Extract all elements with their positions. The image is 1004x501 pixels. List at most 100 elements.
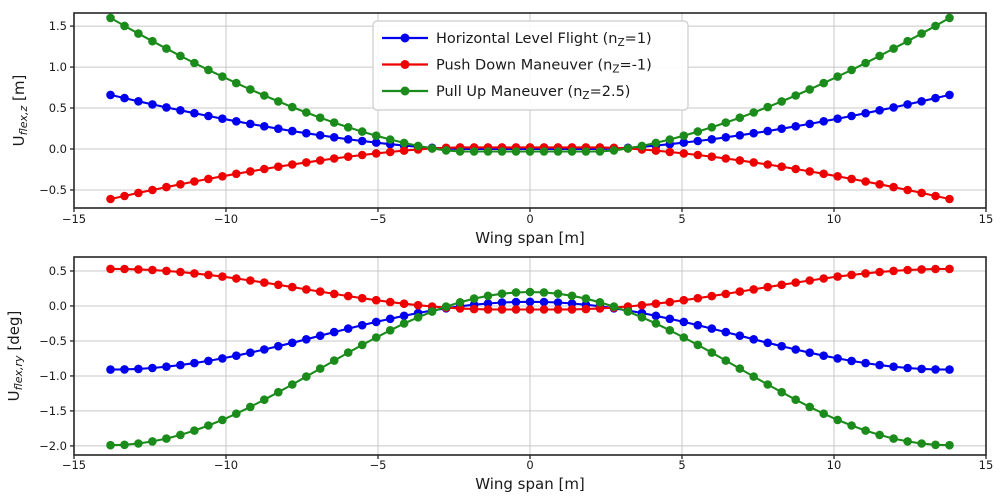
data-point-marker bbox=[148, 185, 157, 195]
data-point-marker bbox=[889, 44, 898, 53]
data-point-marker bbox=[120, 21, 129, 31]
data-point-marker bbox=[483, 291, 493, 301]
data-point-marker bbox=[693, 320, 703, 330]
y-tick-label: 0.5 bbox=[49, 264, 67, 278]
data-point-marker bbox=[777, 280, 786, 290]
data-point-marker bbox=[945, 13, 954, 23]
data-point-marker bbox=[148, 437, 157, 446]
data-point-marker bbox=[945, 90, 954, 100]
data-point-marker bbox=[385, 135, 395, 144]
data-point-marker bbox=[805, 119, 814, 129]
data-point-marker bbox=[525, 147, 535, 156]
data-point-marker bbox=[791, 278, 800, 287]
x-axis-label: Wing span [m] bbox=[475, 475, 585, 493]
data-point-marker bbox=[176, 430, 185, 440]
data-point-marker bbox=[260, 91, 269, 100]
data-point-marker bbox=[665, 135, 675, 144]
data-point-marker bbox=[357, 136, 367, 146]
data-point-marker bbox=[120, 440, 129, 450]
data-point-marker bbox=[763, 282, 772, 292]
data-point-marker bbox=[917, 439, 926, 448]
data-point-marker bbox=[232, 117, 241, 126]
legend: Horizontal Level Flight (nZ=1) Push Down … bbox=[372, 20, 689, 111]
data-point-marker bbox=[204, 270, 213, 280]
data-point-marker bbox=[315, 331, 325, 341]
data-point-marker bbox=[539, 305, 549, 314]
data-point-marker bbox=[805, 85, 814, 94]
data-point-marker bbox=[204, 174, 213, 184]
data-point-marker bbox=[371, 333, 381, 342]
data-point-marker bbox=[176, 106, 185, 115]
data-point-marker bbox=[329, 154, 339, 163]
data-point-marker bbox=[651, 311, 661, 321]
data-point-marker bbox=[553, 289, 563, 299]
data-point-marker bbox=[917, 29, 926, 38]
data-point-marker bbox=[176, 360, 185, 370]
data-point-marker bbox=[735, 156, 745, 165]
legend-marker-sample bbox=[400, 86, 410, 96]
data-point-marker bbox=[134, 29, 143, 38]
data-point-marker bbox=[274, 124, 283, 133]
data-point-marker bbox=[665, 297, 675, 307]
data-point-marker bbox=[246, 402, 255, 412]
data-point-marker bbox=[861, 426, 870, 435]
data-point-marker bbox=[805, 348, 814, 358]
data-point-marker bbox=[343, 348, 353, 357]
data-point-marker bbox=[777, 162, 786, 171]
data-point-marker bbox=[329, 118, 339, 127]
x-tick-label: 0 bbox=[526, 212, 533, 226]
data-point-marker bbox=[120, 93, 129, 103]
data-point-marker bbox=[777, 97, 786, 106]
data-point-marker bbox=[777, 124, 786, 133]
data-point-marker bbox=[525, 287, 535, 297]
data-point-marker bbox=[749, 285, 758, 294]
y-tick-label: 0.0 bbox=[49, 142, 67, 156]
data-point-marker bbox=[288, 160, 297, 169]
data-point-marker bbox=[581, 147, 591, 156]
data-point-marker bbox=[413, 313, 423, 322]
data-point-marker bbox=[288, 102, 297, 112]
data-point-marker bbox=[539, 297, 549, 307]
y-tick-label: 0.5 bbox=[49, 101, 67, 115]
data-point-marker bbox=[246, 119, 255, 129]
data-point-marker bbox=[903, 265, 912, 275]
data-point-marker bbox=[665, 314, 675, 324]
data-point-marker bbox=[833, 354, 842, 363]
data-point-marker bbox=[246, 276, 255, 285]
x-tick-label: −15 bbox=[62, 458, 86, 472]
data-point-marker bbox=[371, 131, 381, 140]
data-point-marker bbox=[721, 327, 731, 337]
data-point-marker bbox=[413, 141, 423, 151]
data-point-marker bbox=[791, 164, 800, 174]
legend-entry-label: Pull Up Maneuver (nZ=2.5) bbox=[436, 84, 630, 102]
data-point-marker bbox=[357, 150, 367, 160]
data-point-marker bbox=[511, 147, 521, 156]
data-point-marker bbox=[889, 182, 898, 192]
data-point-marker bbox=[847, 65, 856, 75]
data-point-marker bbox=[763, 126, 772, 136]
data-point-marker bbox=[469, 294, 479, 303]
data-point-marker bbox=[931, 93, 940, 103]
data-point-marker bbox=[106, 13, 115, 23]
data-point-marker bbox=[721, 356, 731, 365]
data-point-marker bbox=[148, 265, 157, 275]
legend-entry-pull-up-maneuver: Pull Up Maneuver (nZ=2.5) bbox=[382, 84, 630, 102]
data-point-marker bbox=[819, 117, 828, 126]
data-point-marker bbox=[931, 440, 940, 450]
data-point-marker bbox=[539, 147, 549, 156]
y-tick-label: 0.0 bbox=[49, 299, 67, 313]
data-point-marker bbox=[427, 307, 437, 316]
data-point-marker bbox=[483, 305, 493, 314]
data-point-marker bbox=[204, 356, 213, 366]
data-point-marker bbox=[469, 147, 479, 156]
data-point-marker bbox=[721, 289, 731, 299]
data-point-marker bbox=[567, 147, 577, 156]
data-point-marker bbox=[861, 358, 870, 368]
data-point-marker bbox=[637, 313, 647, 322]
data-point-marker bbox=[553, 305, 563, 314]
y-tick-label: 1.0 bbox=[49, 60, 67, 74]
data-point-marker bbox=[875, 430, 884, 440]
data-point-marker bbox=[847, 111, 856, 121]
